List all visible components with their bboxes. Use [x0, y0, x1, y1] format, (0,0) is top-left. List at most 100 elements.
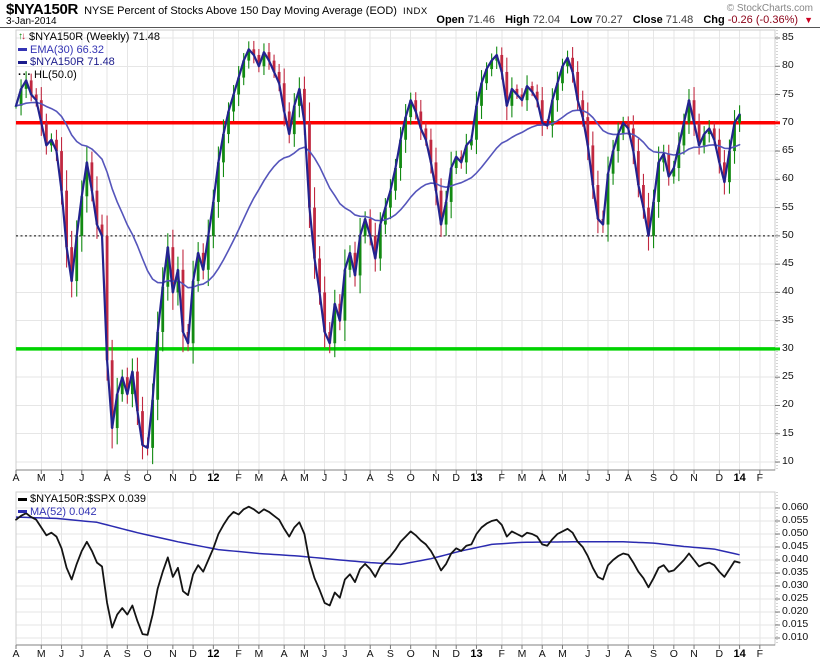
x-axis-label: 14: [733, 648, 746, 660]
x-axis-label: S: [650, 472, 658, 484]
x-axis-label: A: [538, 472, 546, 484]
ratio-line-icon: [18, 497, 27, 501]
x-axis-label: J: [79, 472, 85, 484]
y-axis-label: 60: [782, 172, 794, 185]
x-axis-label: O: [143, 648, 152, 660]
y-axis-label: 0.010: [782, 631, 809, 643]
x-axis-label: J: [322, 648, 328, 660]
x-axis-label: J: [58, 472, 65, 484]
y-axis-label: 0.025: [782, 592, 809, 604]
x-axis-label: A: [366, 648, 374, 660]
x-axis-label: A: [12, 648, 20, 660]
ratio-ma-line: [15, 516, 740, 566]
x-axis-label: M: [558, 648, 567, 660]
ratio-chart-legend: $NYA150R:$SPX 0.039 MA(52) 0.042: [18, 493, 146, 518]
exchange-label: INDX: [402, 6, 428, 17]
quote-summary: Open 71.46 High 72.04 Low 70.27 Close 71.48 …: [429, 14, 813, 26]
low-label: Low: [570, 14, 593, 26]
dotted-line-icon: ···: [18, 68, 32, 81]
ma-line-icon: [18, 510, 27, 514]
x-axis-label: 12: [207, 472, 220, 484]
x-axis-label: A: [624, 648, 632, 660]
x-axis-label: M: [36, 472, 46, 484]
open-value: 71.46: [467, 14, 496, 26]
x-axis-label: D: [715, 648, 724, 660]
x-axis-label: N: [432, 472, 440, 484]
main-chart-legend: ↑↓ $NYA150R (Weekly) 71.48 EMA(30) 66.32…: [18, 31, 160, 81]
x-axis-label: D: [189, 648, 197, 660]
main-legend-symbol: $NYA150R (Weekly) 71.48: [29, 31, 161, 43]
header-divider: [0, 27, 820, 28]
x-axis-label: N: [690, 472, 698, 484]
low-value: 70.27: [595, 14, 623, 26]
x-axis-label: N: [169, 472, 177, 484]
hl-legend-label: HL(50.0): [34, 68, 77, 81]
x-axis-label: M: [254, 648, 264, 660]
x-axis-label: J: [585, 648, 591, 660]
x-axis-label: O: [406, 648, 415, 660]
close-value: 71.48: [665, 14, 694, 26]
x-axis-label: M: [254, 472, 264, 484]
x-axis-label: S: [650, 648, 658, 660]
x-axis-label: O: [669, 648, 678, 660]
x-axis-label: J: [605, 648, 611, 660]
x-axis-label: M: [517, 472, 527, 484]
chg-value: -0.26 (-0.36%): [727, 14, 799, 26]
x-axis-label: J: [605, 472, 611, 484]
x-axis-label: S: [123, 472, 131, 484]
open-label: Open: [436, 14, 465, 26]
symbol-title: $NYA150R: [6, 1, 79, 18]
y-axis-label: 25: [782, 370, 794, 383]
x-axis-label: O: [669, 472, 678, 484]
x-axis-label: A: [538, 648, 546, 660]
x-axis-label: O: [143, 472, 152, 484]
ratio-legend-label: $NYA150R:$SPX 0.039: [30, 493, 146, 505]
y-axis-label: 45: [782, 257, 794, 270]
y-axis-label: 55: [782, 200, 794, 213]
y-axis-label: 15: [782, 426, 794, 439]
ma-legend-label: MA(52) 0.042: [30, 505, 97, 518]
price-line-icon: [18, 60, 27, 64]
price-down-icon: ▼: [804, 15, 813, 25]
x-axis-label: D: [715, 472, 724, 484]
y-axis-label: 40: [782, 285, 794, 298]
y-axis-label: 70: [782, 115, 794, 128]
ema-line-icon: [18, 48, 27, 52]
x-axis-label: J: [79, 648, 85, 660]
y-axis-label: 10: [782, 454, 794, 467]
x-axis-label: 12: [207, 648, 220, 660]
y-axis-label: 0.015: [782, 618, 809, 630]
y-axis-label: 0.055: [782, 514, 809, 526]
x-axis-label: F: [498, 648, 505, 660]
x-axis-label: A: [280, 472, 288, 484]
ema-line: [15, 101, 741, 289]
y-axis-label: 0.060: [782, 501, 809, 513]
high-value: 72.04: [532, 14, 561, 26]
x-axis-label: J: [58, 648, 65, 660]
panel-border: [15, 29, 776, 471]
x-axis-label: M: [300, 472, 309, 484]
y-axis-label: 0.040: [782, 553, 809, 565]
x-axis-label: S: [386, 472, 394, 484]
y-axis-label: 35: [782, 313, 794, 326]
x-axis-label: S: [123, 648, 131, 660]
x-axis-label: F: [756, 648, 764, 660]
x-axis-label: A: [366, 472, 374, 484]
chg-label: Chg: [703, 14, 725, 26]
x-axis-label: M: [300, 648, 309, 660]
y-axis-label: 80: [782, 59, 794, 72]
close-label: Close: [632, 14, 663, 26]
y-axis-label: 85: [782, 31, 794, 43]
y-axis-label: 0.035: [782, 566, 809, 578]
price-legend-label: $NYA150R 71.48: [30, 56, 115, 68]
y-axis-label: 0.020: [782, 605, 809, 617]
x-axis-label: 13: [470, 648, 483, 660]
chart-date: 3-Jan-2014: [6, 16, 57, 27]
x-axis-label: S: [386, 648, 394, 660]
x-axis-label: 14: [733, 472, 746, 484]
x-axis-label: J: [585, 472, 591, 484]
x-axis-label: D: [189, 472, 197, 484]
chart-title: NYSE Percent of Stocks Above 150 Day Mov…: [84, 5, 397, 17]
